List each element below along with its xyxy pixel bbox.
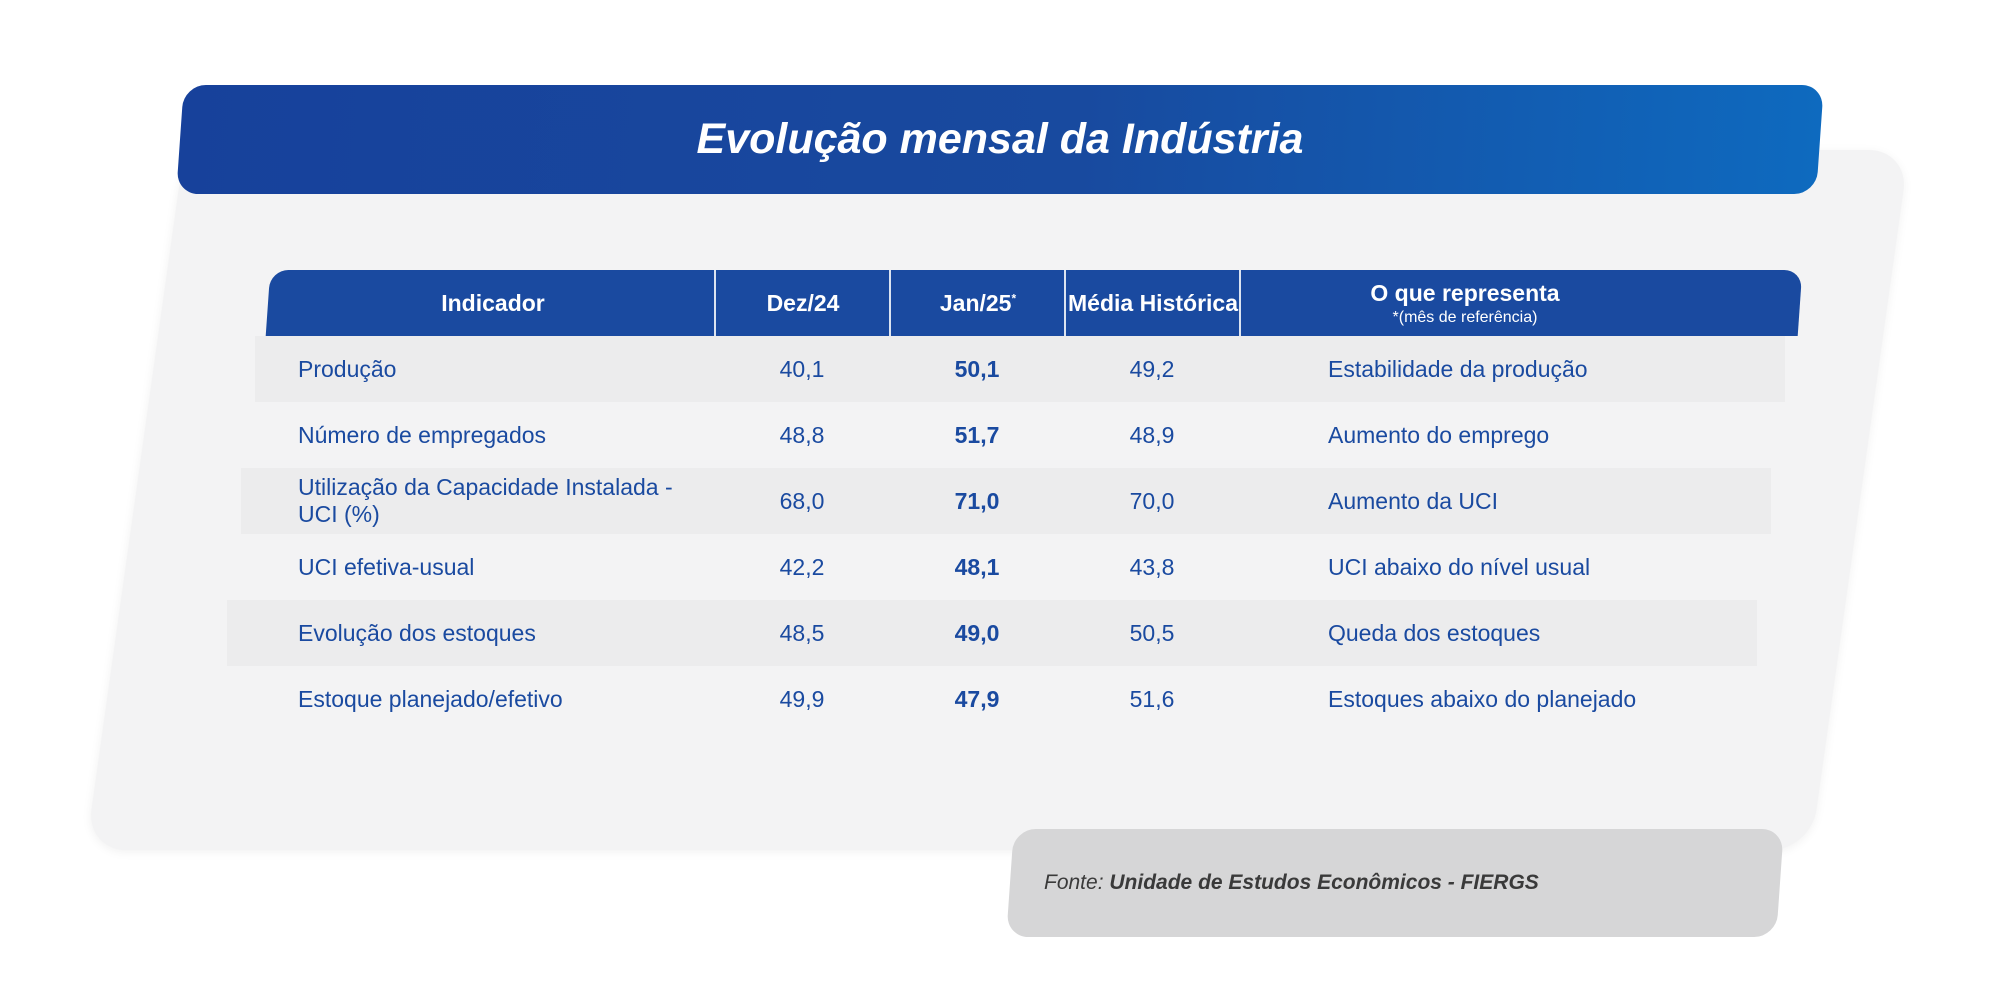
cell-o-que-representa: UCI abaixo do nível usual [1328, 553, 1591, 580]
cell-dez24: 49,9 [779, 685, 825, 712]
table-row: Utilização da Capacidade Instalada - UCI… [0, 468, 2000, 534]
cell-indicador: Estoque planejado/efetivo [298, 685, 563, 712]
table-row: Produção 40,1 50,1 49,2 Estabilidade da prod… [0, 336, 2000, 402]
table-row: Evolução dos estoques 48,5 49,0 50,5 Queda d… [0, 600, 2000, 666]
cell-dez24: 40,1 [779, 355, 825, 382]
cell-dez24: 42,2 [779, 553, 825, 580]
page-title: Evolução mensal da Indústria [696, 115, 1304, 163]
header-media-historica: Média Histórica [1064, 270, 1240, 336]
cell-o-que-representa: Estoques abaixo do planejado [1328, 685, 1637, 712]
row-background [227, 600, 1757, 666]
cell-media-historica: 48,9 [1129, 421, 1175, 448]
table-body: Produção 40,1 50,1 49,2 Estabilidade da prod… [0, 336, 2000, 732]
cell-media-historica: 43,8 [1129, 553, 1175, 580]
cell-media-historica: 51,6 [1129, 685, 1175, 712]
source-name: Unidade de Estudos Econômicos - FIERGS [1109, 871, 1539, 894]
row-background [220, 666, 1750, 732]
cell-indicador: Produção [298, 355, 397, 382]
cell-dez24: 48,8 [779, 421, 825, 448]
source-label: Fonte: [1044, 871, 1104, 894]
cell-jan25: 51,7 [954, 421, 1000, 448]
cell-o-que-representa: Aumento da UCI [1328, 487, 1499, 514]
cell-jan25: 47,9 [954, 685, 1000, 712]
row-background [241, 468, 1771, 534]
source-note: Fonte: Unidade de Estudos Econômicos - F… [1044, 829, 1539, 937]
header-o-que-representa-label: O que representa [1370, 279, 1560, 306]
cell-jan25: 48,1 [954, 553, 1000, 580]
cell-dez24: 48,5 [779, 619, 825, 646]
cell-media-historica: 50,5 [1129, 619, 1175, 646]
row-background [234, 534, 1764, 600]
cell-indicador: Número de empregados [298, 421, 547, 448]
header-o-que-representa: O que representa *(mês de referência) [1239, 270, 1689, 336]
cell-media-historica: 70,0 [1129, 487, 1175, 514]
row-background [248, 402, 1778, 468]
table-header-row: Indicador Dez/24 Jan/25* Média Histórica… [0, 270, 2000, 336]
cell-jan25: 50,1 [954, 355, 1000, 382]
cell-indicador: Utilização da Capacidade Instalada - UCI… [298, 474, 673, 527]
header-jan25: Jan/25* [889, 270, 1065, 336]
row-background [255, 336, 1785, 402]
indicators-table: Indicador Dez/24 Jan/25* Média Histórica… [0, 270, 2000, 732]
header-jan25-label: Jan/25 [939, 289, 1012, 316]
header-reference-note: *(mês de referência) [1392, 308, 1538, 326]
header-jan25-asterisk: * [1011, 290, 1017, 305]
cell-jan25: 49,0 [954, 619, 1000, 646]
cell-jan25: 71,0 [954, 487, 1000, 514]
table-row: Estoque planejado/efetivo 49,9 47,9 51,6 Est… [0, 666, 2000, 732]
cell-dez24: 68,0 [779, 487, 825, 514]
cell-o-que-representa: Aumento do emprego [1328, 421, 1550, 448]
cell-media-historica: 49,2 [1129, 355, 1175, 382]
cell-indicador: UCI efetiva-usual [298, 553, 475, 580]
header-dez24: Dez/24 [714, 270, 890, 336]
cell-o-que-representa: Queda dos estoques [1328, 619, 1541, 646]
table-row: UCI efetiva-usual 42,2 48,1 43,8 UCI abaixo … [0, 534, 2000, 600]
header-indicador: Indicador [441, 289, 545, 316]
cell-o-que-representa: Estabilidade da produção [1328, 355, 1588, 382]
table-row: Número de empregados 48,8 51,7 48,9 Aumento … [0, 402, 2000, 468]
cell-indicador: Evolução dos estoques [298, 619, 536, 646]
